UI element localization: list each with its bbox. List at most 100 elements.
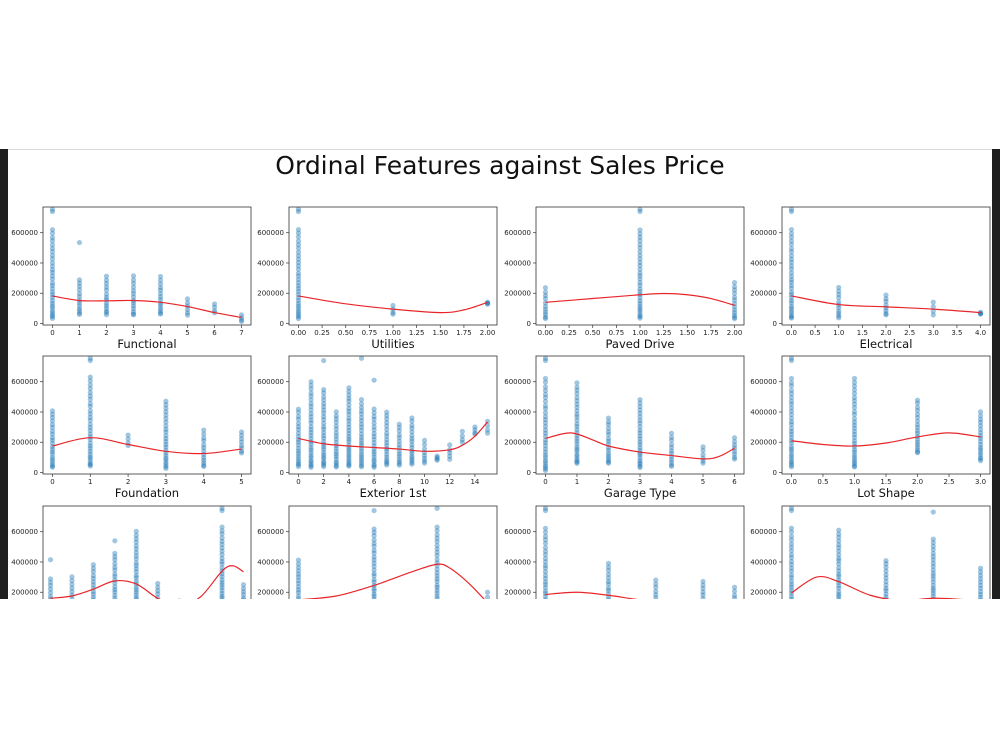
data-point (542, 597, 548, 599)
data-point (653, 581, 659, 587)
data-point (836, 591, 842, 598)
data-point (977, 591, 984, 598)
data-point (87, 389, 93, 396)
data-point (295, 305, 302, 311)
data-point (295, 276, 302, 283)
data-point (49, 227, 56, 233)
data-point (851, 419, 858, 425)
data-point (637, 256, 643, 262)
data-point (371, 570, 377, 577)
data-point (930, 576, 936, 582)
data-point (49, 464, 56, 470)
data-point (434, 542, 440, 549)
data-point (977, 594, 984, 599)
data-point (219, 574, 225, 580)
data-point (87, 431, 93, 437)
data-point (49, 249, 56, 255)
data-point (321, 407, 327, 413)
data-point (605, 429, 612, 435)
data-point (295, 596, 302, 599)
data-point (851, 447, 858, 453)
data-point (157, 310, 164, 316)
data-point (295, 420, 302, 426)
data-point (637, 407, 643, 413)
data-point (637, 303, 643, 309)
data-point (358, 421, 365, 427)
data-point (788, 285, 795, 291)
data-point (836, 531, 842, 537)
data-point (542, 572, 549, 578)
data-point (133, 543, 139, 549)
data-point (295, 456, 302, 462)
data-point (371, 413, 377, 420)
data-point (542, 303, 549, 309)
data-point (240, 589, 247, 595)
data-point (409, 444, 415, 451)
data-point (700, 592, 706, 598)
data-point (358, 437, 365, 443)
data-point (163, 438, 169, 445)
subplot-7: 0 200000 400000 600000 0 1 2 3 4 5 6 Garage Type (504, 355, 745, 500)
data-point (240, 595, 247, 599)
data-point (241, 597, 246, 599)
data-point (731, 307, 738, 313)
data-point (637, 286, 643, 292)
y-tick-label: 400000 (750, 259, 777, 267)
data-point (977, 419, 984, 425)
data-point (731, 312, 738, 318)
data-point (308, 459, 314, 465)
trend-line (791, 295, 981, 314)
data-point (542, 315, 549, 322)
data-point (358, 401, 365, 407)
data-point (788, 415, 795, 421)
data-point (295, 409, 302, 415)
data-point (637, 298, 643, 304)
data-point (851, 452, 858, 458)
data-point (434, 587, 440, 593)
data-point (977, 579, 984, 585)
axes-frame (42, 355, 252, 475)
x-tick-label: 1 (77, 329, 81, 337)
data-point (295, 450, 302, 457)
data-point (49, 424, 56, 431)
data-point (605, 457, 612, 463)
data-point (308, 420, 314, 426)
data-point (308, 435, 314, 442)
data-point (371, 529, 377, 535)
data-point (542, 300, 549, 306)
data-point (977, 449, 984, 456)
trend-line (545, 292, 735, 306)
data-point (133, 546, 139, 552)
data-point (883, 564, 889, 570)
data-point (637, 273, 643, 279)
data-point (788, 234, 795, 240)
data-point (113, 598, 117, 599)
data-point (87, 462, 93, 468)
data-point (605, 585, 612, 591)
data-point (295, 297, 302, 304)
data-point (434, 457, 440, 463)
data-point (321, 404, 327, 410)
x-tick-label: 3 (164, 478, 168, 486)
data-point (788, 533, 795, 540)
x-tick-label: 2.5 (943, 478, 954, 486)
data-point (130, 311, 137, 317)
data-point (371, 591, 377, 597)
data-point (333, 433, 339, 439)
data-point (103, 294, 110, 300)
data-point (396, 421, 402, 427)
data-point (384, 442, 390, 449)
data-point (238, 432, 245, 438)
data-point (977, 445, 984, 451)
data-point (346, 460, 352, 466)
data-point (201, 442, 207, 448)
data-point (914, 404, 921, 410)
outlier-point (542, 357, 549, 364)
data-point (542, 540, 549, 546)
data-point (930, 579, 936, 585)
data-point (219, 552, 225, 558)
data-point (484, 427, 491, 433)
data-point (788, 578, 795, 584)
data-point (700, 585, 706, 591)
